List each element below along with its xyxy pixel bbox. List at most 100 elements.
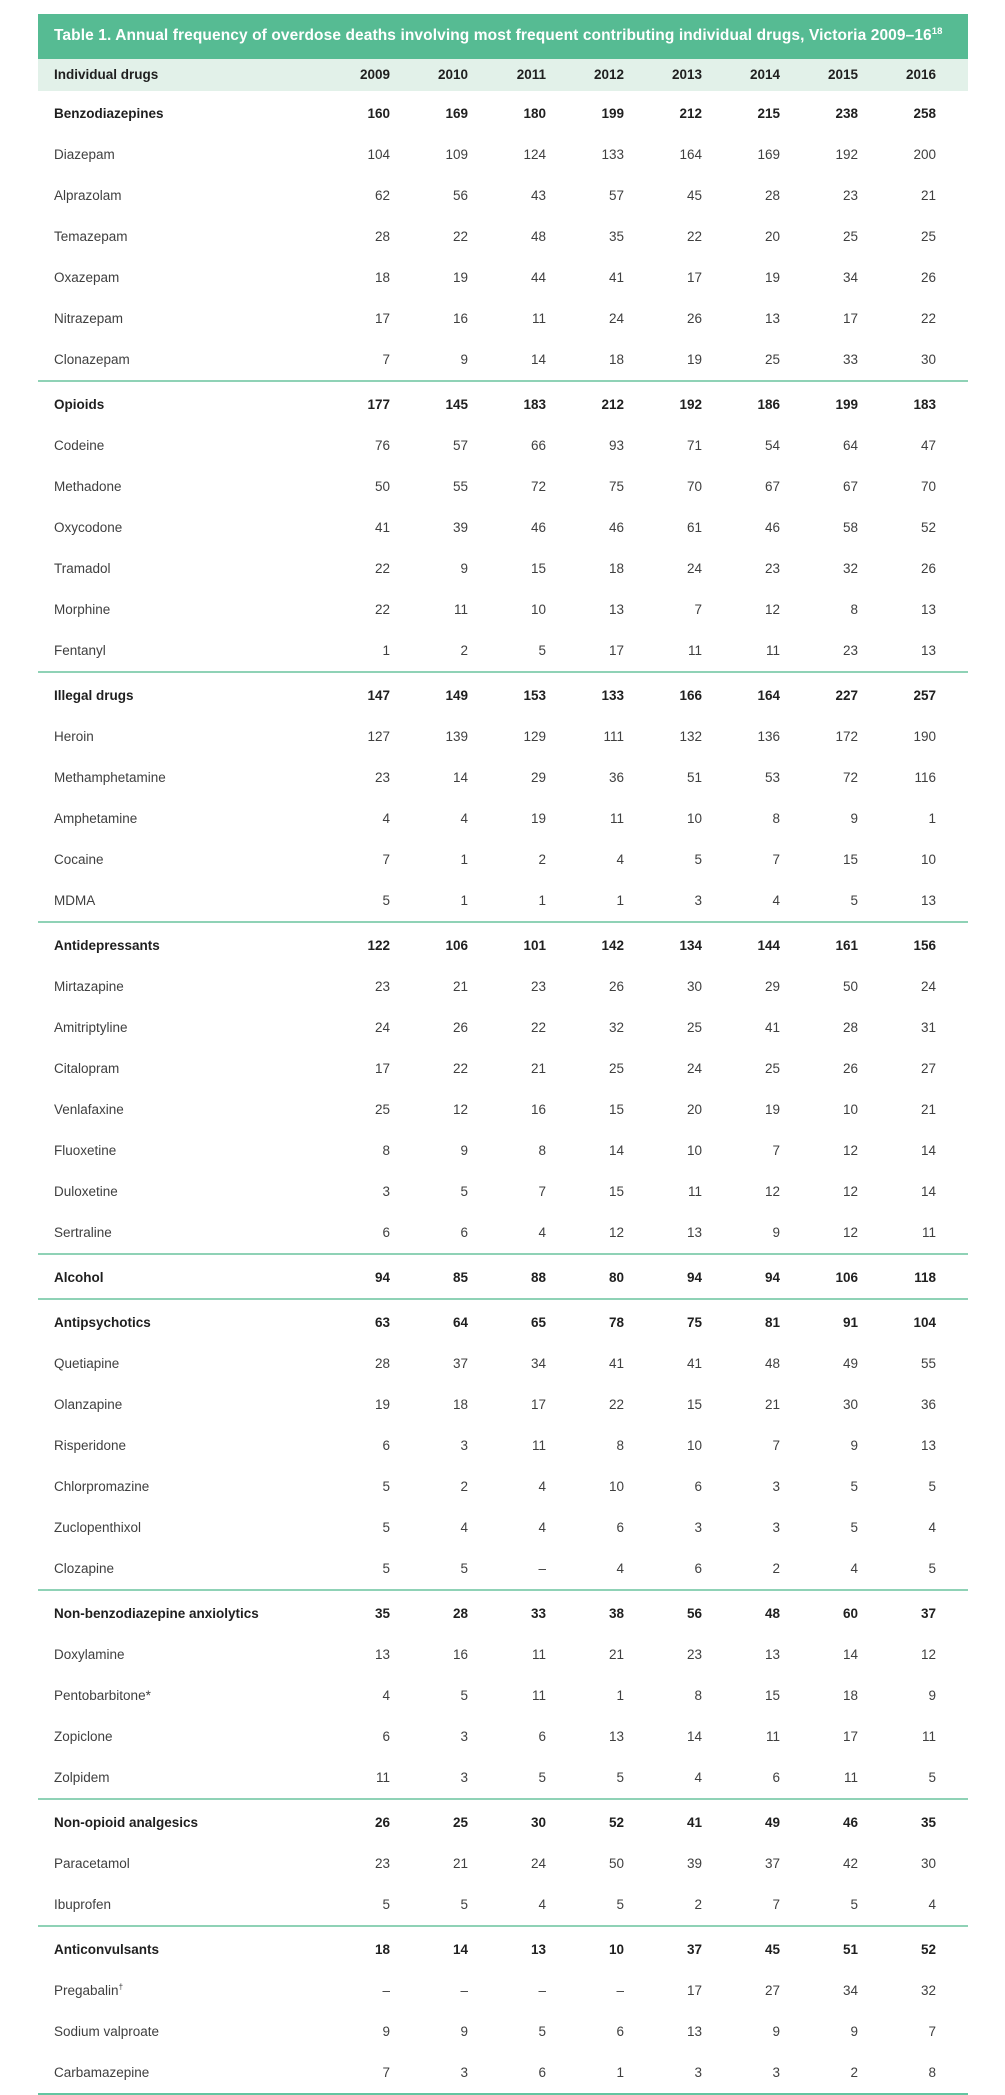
drug-row-label: Morphine (54, 602, 111, 617)
drug-row-oxazepam: Oxazepam 18 19 44 41 17 19 34 26 (38, 257, 968, 298)
group-row-value-2013: 94 (624, 1253, 702, 1299)
group-row-value-2012: 133 (546, 671, 624, 716)
drug-row-value-2014: 136 (757, 729, 780, 744)
drug-row-value-2009: 5 (382, 1479, 390, 1494)
drug-row-value-2012: 6 (616, 2024, 624, 2039)
table-title: Table 1. Annual frequency of overdose de… (38, 14, 968, 59)
drug-row-value-2009: 6 (382, 1729, 390, 1744)
drug-row-value-2013: 10 (686, 1143, 702, 1158)
drug-row-value-2014: 7 (772, 1143, 780, 1158)
column-header-year-2010: 2010 (390, 59, 468, 91)
drug-row-value-2016: 21 (920, 188, 936, 203)
drug-row-value-2013: 4 (694, 1770, 702, 1785)
drug-row-value-2016: 5 (928, 1770, 936, 1785)
drug-row-value-2009: 8 (382, 1143, 390, 1158)
column-header-year-2013: 2013 (624, 59, 702, 91)
drug-row-value-2011: 1 (538, 893, 546, 908)
drug-row-value-2014: 7 (772, 852, 780, 867)
drug-row-morphine: Morphine 22 11 10 13 7 12 8 13 (38, 589, 968, 630)
group-row-value-2009: 18 (312, 1925, 390, 1970)
drug-row-value-2015: 18 (842, 1688, 858, 1703)
drug-row-codeine: Codeine 76 57 66 93 71 54 64 47 (38, 425, 968, 466)
drug-row-value-2015: 8 (850, 602, 858, 617)
group-row-value-2014: 164 (702, 671, 780, 716)
drug-row-value-2016: 5 (928, 1479, 936, 1494)
drug-row-value-2010: 22 (452, 229, 468, 244)
drug-row-value-2013: 5 (694, 852, 702, 867)
overdose-deaths-table: Individual drugs 2009 2010 2011 2012 2013 201… (38, 59, 968, 2095)
group-row-value-2009: 160 (367, 106, 390, 121)
drug-row-label: Zuclopenthixol (54, 1520, 142, 1535)
drug-row-value-2009: 3 (382, 1184, 390, 1199)
drug-row-value-2013: 10 (686, 1438, 702, 1453)
drug-row-value-2013: 41 (686, 1356, 702, 1371)
drug-row-value-2010: 3 (460, 2065, 468, 2080)
drug-row-value-2016: 13 (920, 602, 936, 617)
drug-row-label: Mirtazapine (54, 979, 124, 994)
group-row-value-2015: 91 (780, 1298, 858, 1343)
drug-row-label: Methadone (54, 479, 122, 494)
drug-row-label: Zopiclone (54, 1729, 113, 1744)
drug-row-value-2011: 23 (530, 979, 546, 994)
drug-row-amphetamine: Amphetamine 4 4 19 11 10 8 9 1 (38, 798, 968, 839)
drug-row-value-2013: 164 (679, 147, 702, 162)
drug-row-zuclopenthixol: Zuclopenthixol 5 4 4 6 3 3 5 4 (38, 1507, 968, 1548)
drug-row-label: Paracetamol (54, 1856, 130, 1871)
group-row-non-benzodiazepine-anxiolytics: Non-benzodiazepine anxiolytics 35 28 33 38 56… (38, 1589, 968, 1634)
drug-row-value-2010: 4 (460, 1520, 468, 1535)
drug-row-value-2015: 12 (842, 1143, 858, 1158)
drug-row-value-2014: 27 (764, 1983, 780, 1998)
drug-row-value-2012: 10 (608, 1479, 624, 1494)
group-row-value-2015: 60 (780, 1589, 858, 1634)
drug-row-value-2011: 14 (530, 352, 546, 367)
drug-row-value-2012: 41 (608, 270, 624, 285)
drug-row-value-2016: 11 (921, 1729, 936, 1744)
drug-row-label: Tramadol (54, 561, 111, 576)
group-row-value-2016: 35 (858, 1798, 968, 1843)
drug-row-heroin: Heroin 127 139 129 111 132 136 172 190 (38, 716, 968, 757)
group-row-value-2009: 177 (312, 380, 390, 425)
drug-row-value-2010: – (460, 1983, 468, 1998)
drug-row-carbamazepine: Carbamazepine 7 3 6 1 3 3 2 8 (38, 2052, 968, 2094)
group-row-value-2012: 199 (601, 106, 624, 121)
drug-row-value-2010: 3 (460, 1729, 468, 1744)
drug-row-value-2009: 127 (367, 729, 390, 744)
drug-row-value-2015: 5 (850, 1479, 858, 1494)
drug-row-value-2012: 15 (608, 1102, 624, 1117)
drug-row-value-2011: – (538, 1561, 546, 1576)
drug-row-value-2011: 21 (530, 1061, 546, 1076)
drug-row-value-2012: 6 (616, 1520, 624, 1535)
drug-row-value-2016: 5 (928, 1561, 936, 1576)
group-row-value-2010: 25 (390, 1798, 468, 1843)
drug-row-value-2011: 34 (530, 1356, 546, 1371)
drug-row-value-2013: 26 (686, 311, 702, 326)
drug-row-value-2009: 5 (382, 1520, 390, 1535)
drug-row-value-2009: 41 (374, 520, 390, 535)
drug-row-value-2014: 53 (764, 770, 780, 785)
drug-row-value-2014: 25 (764, 352, 780, 367)
group-row-value-2012: 78 (546, 1298, 624, 1343)
drug-row-value-2016: 70 (920, 479, 936, 494)
drug-row-label: Heroin (54, 729, 94, 744)
drug-row-value-2012: 13 (608, 1729, 624, 1744)
drug-row-value-2015: 28 (842, 1020, 858, 1035)
drug-row-value-2009: 23 (374, 770, 390, 785)
drug-row-value-2010: 14 (452, 770, 468, 785)
drug-row-value-2009: 13 (374, 1647, 390, 1662)
drug-row-sertraline: Sertraline 6 6 4 12 13 9 12 11 (38, 1212, 968, 1254)
drug-row-value-2011: 22 (530, 1020, 546, 1035)
drug-row-value-2014: 41 (764, 1020, 780, 1035)
drug-row-value-2014: 2 (772, 1561, 780, 1576)
drug-row-value-2016: 14 (920, 1143, 936, 1158)
drug-row-tramadol: Tramadol 22 9 15 18 24 23 32 26 (38, 548, 968, 589)
group-row-value-2016: 118 (858, 1253, 968, 1299)
group-row-value-2010: 149 (390, 671, 468, 716)
drug-row-value-2014: 12 (764, 1184, 780, 1199)
drug-row-value-2016: 190 (913, 729, 936, 744)
drug-row-value-2011: 129 (523, 729, 546, 744)
drug-row-value-2016: 13 (920, 1438, 936, 1453)
drug-row-value-2012: 5 (616, 1770, 624, 1785)
drug-row-label: Olanzapine (54, 1397, 123, 1412)
drug-row-label: Clonazepam (54, 352, 130, 367)
group-row-value-2012: 212 (546, 380, 624, 425)
